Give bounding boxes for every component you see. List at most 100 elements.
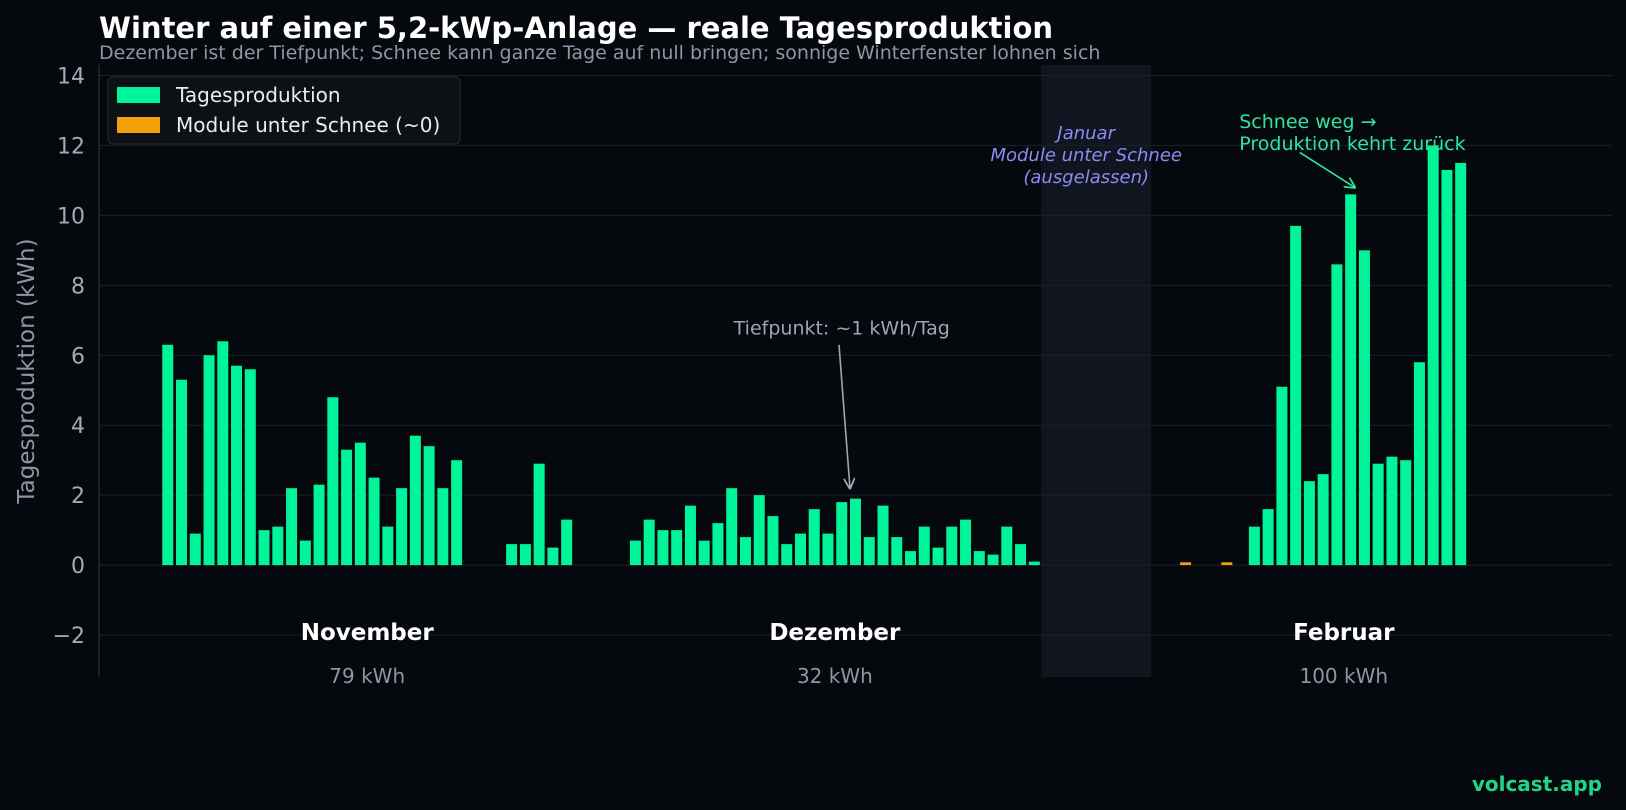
chart-title: Winter auf einer 5,2-kWp-Anlage — reale … [99, 11, 1053, 45]
chart-subtitle: Dezember ist der Tiefpunkt; Schnee kann … [99, 42, 1100, 64]
production-bar [739, 537, 751, 566]
production-bar [203, 355, 215, 566]
month-total: 32 kWh [797, 664, 873, 688]
production-bar [1455, 162, 1467, 566]
production-bar [437, 488, 449, 566]
production-bar [1317, 474, 1329, 566]
production-bar [836, 502, 848, 566]
production-bar [1015, 544, 1027, 566]
production-bar [451, 460, 463, 566]
production-bar [657, 530, 669, 566]
legend-label: Tagesproduktion [175, 83, 341, 107]
production-bar [423, 446, 435, 566]
production-bar [561, 519, 573, 566]
snow-bar [1180, 562, 1192, 566]
production-bar [1028, 561, 1040, 566]
production-bar [341, 449, 353, 566]
production-bar [258, 530, 270, 566]
production-bar [767, 516, 779, 566]
y-tick-label: 8 [71, 274, 85, 299]
production-bar [753, 495, 765, 566]
gap-label-line: (ausgelassen) [1023, 167, 1149, 188]
annotation-text: Tiefpunkt: ~1 kWh/Tag [733, 317, 950, 339]
month-label: November [301, 620, 435, 646]
snow-bar [1221, 562, 1233, 566]
annotation-arrow [838, 344, 850, 488]
production-bar [506, 544, 518, 566]
production-bar [299, 540, 311, 566]
production-bar [547, 547, 559, 566]
production-bar [409, 435, 421, 566]
y-tick-label: 2 [71, 484, 85, 509]
production-bar [891, 537, 903, 566]
production-bar [918, 526, 930, 566]
legend-swatch [117, 87, 160, 103]
production-bar [217, 341, 229, 566]
production-bar [877, 505, 889, 566]
month-label: Februar [1293, 620, 1395, 646]
annotation-text: Schnee weg → [1239, 111, 1376, 133]
production-bar [327, 397, 339, 566]
production-bar [1248, 526, 1260, 566]
production-bar [863, 537, 875, 566]
brand-label: volcast.app [1472, 772, 1602, 796]
production-bar [354, 442, 366, 566]
production-bar [643, 519, 655, 566]
y-tick-label: 12 [57, 134, 85, 159]
production-bar [231, 365, 243, 566]
production-bar [973, 551, 985, 566]
production-bar [712, 523, 724, 566]
production-bar [533, 463, 545, 566]
production-bar [1372, 463, 1384, 566]
production-bar [1262, 509, 1274, 566]
month-label: Dezember [769, 620, 901, 646]
y-tick-label: −2 [53, 624, 85, 649]
production-bar [849, 498, 862, 566]
production-bar [932, 547, 944, 566]
production-bar [1386, 456, 1398, 566]
production-bar [519, 544, 531, 566]
production-bar [822, 533, 834, 566]
production-bar [313, 484, 325, 566]
production-bar [1413, 362, 1425, 566]
legend-box [107, 76, 461, 145]
annotation-text: Produktion kehrt zurück [1239, 133, 1465, 155]
production-bar [272, 526, 284, 566]
production-bar [960, 519, 972, 566]
gap-label-line: Module unter Schnee [990, 145, 1182, 166]
production-bar [698, 540, 710, 566]
gap-label-line: Januar [1054, 123, 1116, 144]
production-bar [244, 369, 256, 566]
january-gap-band [1041, 65, 1152, 677]
month-total: 100 kWh [1299, 664, 1388, 688]
production-bar [189, 533, 201, 566]
production-bar [162, 344, 174, 566]
y-tick-label: 4 [71, 414, 85, 439]
annotation-arrow [1299, 151, 1355, 187]
month-total: 79 kWh [329, 664, 405, 688]
production-bar [1427, 145, 1439, 566]
production-bar [368, 477, 380, 566]
y-tick-label: 14 [57, 64, 85, 89]
production-bar [1441, 169, 1453, 566]
production-bar [1276, 386, 1288, 566]
production-bar [1303, 481, 1315, 566]
legend-label: Module unter Schnee (~0) [176, 113, 440, 137]
legend-swatch [117, 117, 160, 133]
production-bar [396, 488, 408, 566]
production-bar [808, 509, 820, 566]
production-bar [905, 551, 917, 566]
production-bar [781, 544, 793, 566]
production-bar [1331, 264, 1343, 566]
production-bar [176, 379, 188, 566]
y-tick-label: 10 [57, 204, 85, 229]
production-bar [382, 526, 394, 566]
production-bar [1290, 225, 1302, 566]
production-bar [726, 488, 738, 566]
production-bar [629, 540, 641, 566]
y-tick-label: 6 [71, 344, 85, 369]
production-bar [1345, 194, 1357, 566]
y-tick-label: 0 [71, 554, 85, 579]
